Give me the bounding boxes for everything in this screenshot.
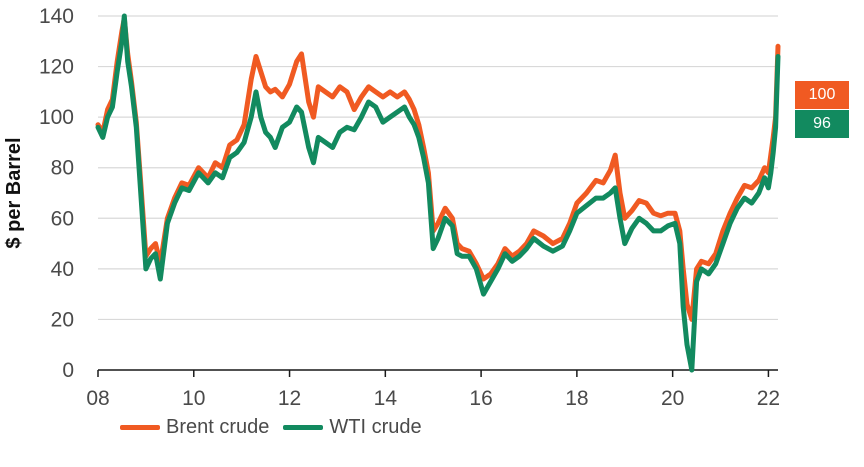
x-tick-label: 16 [469, 387, 492, 410]
legend-swatch-wti [283, 425, 324, 430]
legend-swatch-brent [120, 425, 160, 430]
series-layer [95, 13, 781, 373]
y-tick-label: 0 [62, 359, 74, 382]
y-tick-label: 120 [39, 56, 74, 79]
x-tick-label: 08 [86, 387, 109, 410]
legend-label-brent: Brent crude [166, 416, 270, 438]
x-tick-label: 22 [757, 387, 780, 410]
legend: Brent crude WTI crude [120, 416, 422, 439]
series-line-brent [95, 16, 781, 322]
legend-item-brent: Brent crude [120, 416, 269, 439]
y-tick-label: 80 [51, 157, 74, 180]
x-tick-label: 18 [565, 387, 588, 410]
y-axis-label: $ per Barrel [3, 137, 25, 248]
x-tick-label: 10 [182, 387, 205, 410]
legend-item-wti: WTI crude [283, 416, 422, 439]
y-tick-label: 40 [51, 258, 74, 281]
x-tick-label: 14 [374, 387, 398, 410]
y-tick-label: 100 [39, 106, 74, 129]
y-tick-label: 140 [39, 5, 74, 28]
x-tick-label: 12 [278, 387, 301, 410]
y-tick-label: 20 [51, 308, 74, 331]
end-value-badge-brent: 100 [795, 81, 849, 109]
legend-label-wti: WTI crude [329, 416, 422, 438]
end-value-badge-wti: 96 [795, 110, 849, 138]
x-axis: 08 10 12 14 16 18 20 22 [86, 369, 780, 410]
x-tick-label: 20 [661, 387, 684, 410]
series-line-wti [95, 13, 781, 373]
y-tick-label: 60 [51, 207, 74, 230]
y-axis-ticks: 0 20 40 60 80 100 120 140 [39, 5, 74, 382]
gridlines [98, 15, 778, 371]
